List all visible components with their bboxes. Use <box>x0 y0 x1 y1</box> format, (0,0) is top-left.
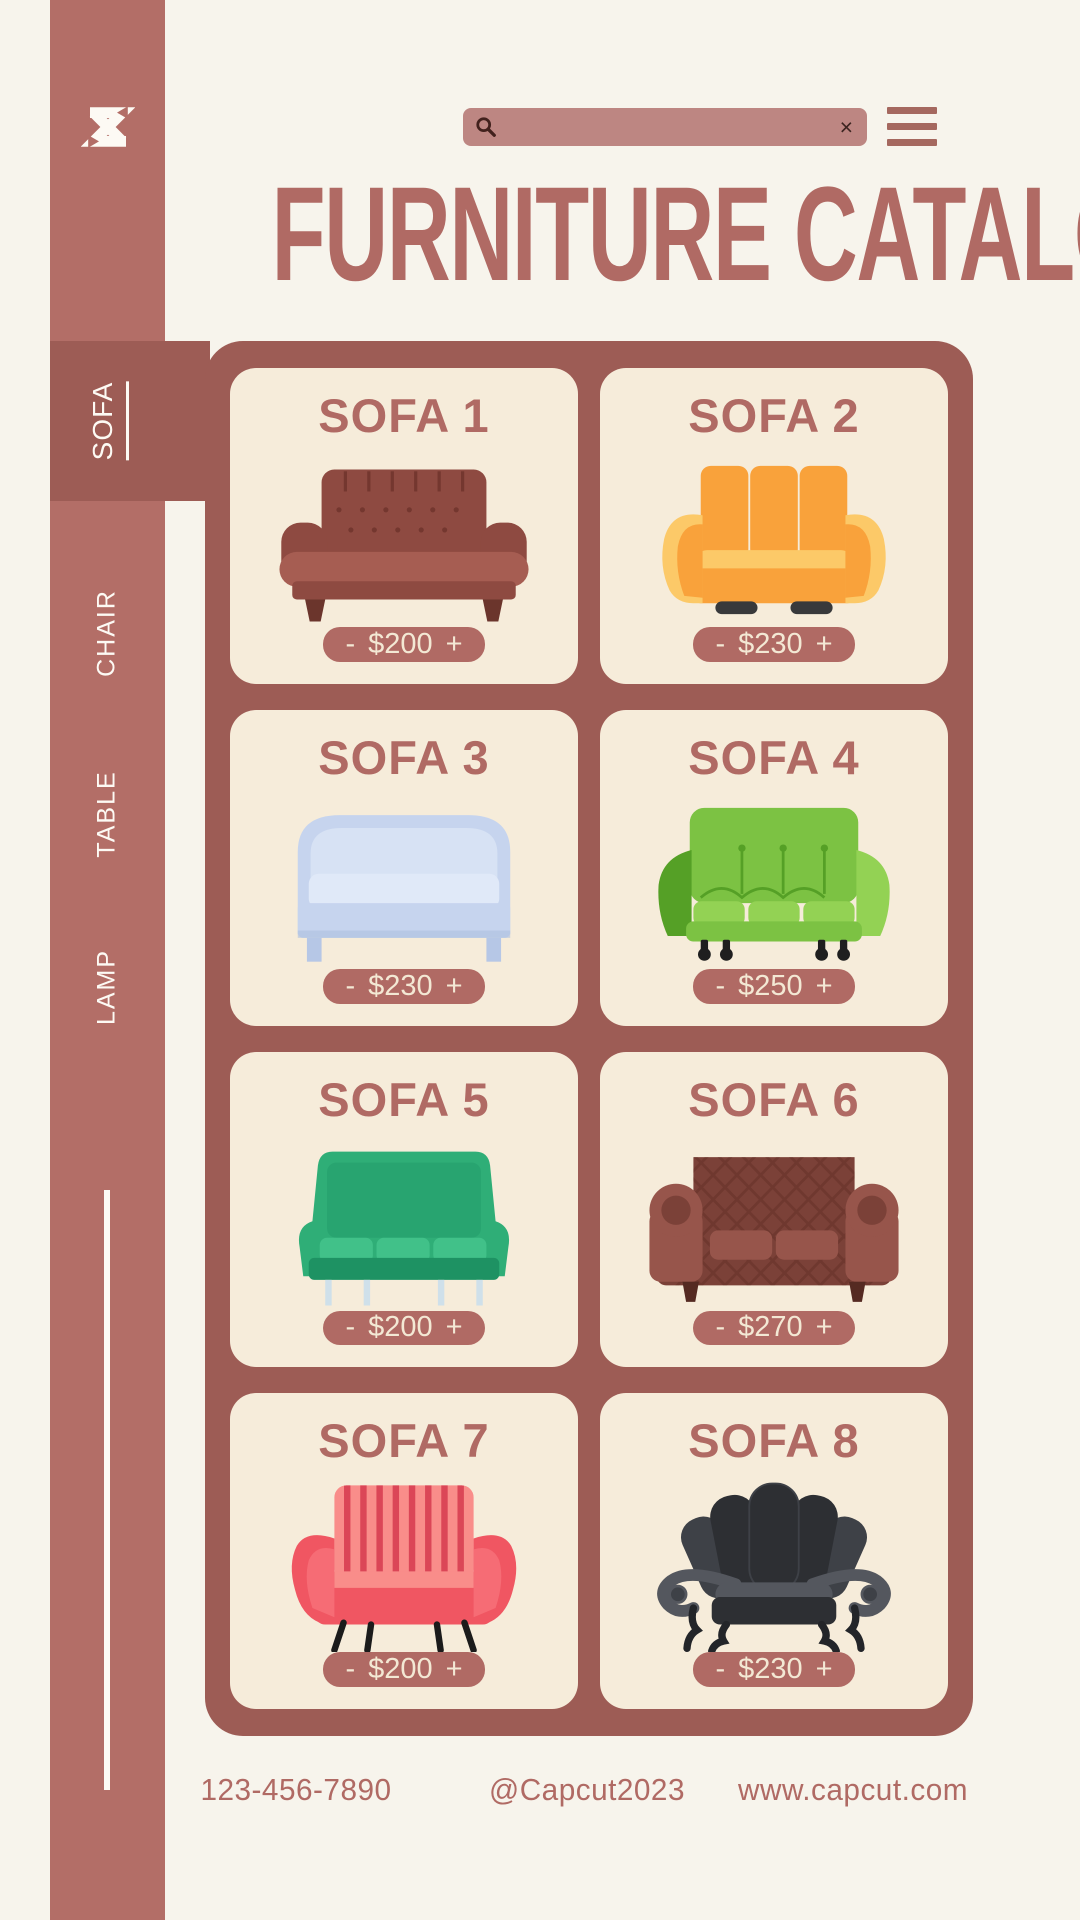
search-input[interactable] <box>505 108 830 146</box>
sofa-illustration <box>636 1478 912 1653</box>
price-value: $230 <box>738 627 803 660</box>
increase-price-button[interactable]: + <box>815 1311 833 1344</box>
product-name: SOFA 1 <box>318 389 490 442</box>
sofa-illustration <box>636 795 912 969</box>
price-stepper[interactable]: - $230 + <box>693 1652 855 1687</box>
sidebar-divider-line <box>104 1190 110 1790</box>
price-stepper[interactable]: - $270 + <box>693 1310 855 1346</box>
decrease-price-button[interactable]: - <box>345 1311 356 1344</box>
price-stepper[interactable]: - $250 + <box>693 968 855 1004</box>
product-name: SOFA 2 <box>688 389 860 442</box>
product-card[interactable]: SOFA 2 - $230 + <box>600 368 948 684</box>
product-card[interactable]: SOFA 8 - $230 + <box>600 1393 948 1709</box>
footer-website: www.capcut.com <box>738 1772 968 1807</box>
price-value: $230 <box>738 1653 803 1686</box>
footer-phone: 123-456-7890 <box>200 1772 392 1807</box>
product-card[interactable]: SOFA 6 <box>600 1051 948 1368</box>
page-title: FURNITURE CATALOG <box>271 160 1080 309</box>
sidebar-item-label: TABLE <box>92 770 121 858</box>
sofa-illustration <box>266 453 542 627</box>
decrease-price-button[interactable]: - <box>715 969 726 1002</box>
sofa-illustration <box>636 453 912 627</box>
price-value: $230 <box>368 969 433 1002</box>
product-card[interactable]: SOFA 1 - $200 + <box>230 368 578 684</box>
price-stepper[interactable]: - $230 + <box>323 968 485 1004</box>
decrease-price-button[interactable]: - <box>715 627 726 660</box>
sofa-illustration <box>636 1137 912 1311</box>
increase-price-button[interactable]: + <box>815 627 833 660</box>
footer-social-handle: @Capcut2023 <box>489 1772 685 1807</box>
decrease-price-button[interactable]: - <box>345 969 356 1002</box>
product-name: SOFA 5 <box>318 1072 490 1126</box>
decrease-price-button[interactable]: - <box>715 1653 726 1686</box>
product-name: SOFA 8 <box>688 1414 860 1468</box>
search-clear-icon[interactable]: × <box>839 113 853 140</box>
decrease-price-button[interactable]: - <box>345 1653 356 1686</box>
increase-price-button[interactable]: + <box>815 1653 833 1686</box>
sidebar-item-label: LAMP <box>92 948 121 1026</box>
search-bar: × <box>463 108 867 146</box>
hamburger-bar <box>887 123 937 130</box>
hamburger-menu-button[interactable] <box>887 107 937 146</box>
decrease-price-button[interactable]: - <box>715 1311 726 1344</box>
increase-price-button[interactable]: + <box>445 1311 463 1344</box>
decrease-price-button[interactable]: - <box>345 627 356 660</box>
product-card[interactable]: SOFA 4 - $250 + <box>600 709 948 1026</box>
product-name: SOFA 4 <box>688 730 860 784</box>
price-stepper[interactable]: - $200 + <box>323 1652 485 1687</box>
sidebar-item-sofa[interactable]: SOFA <box>50 341 210 501</box>
product-name: SOFA 6 <box>688 1072 860 1126</box>
price-value: $250 <box>738 969 803 1002</box>
hamburger-bar <box>887 139 937 146</box>
increase-price-button[interactable]: + <box>445 1653 463 1686</box>
hamburger-bar <box>887 107 937 114</box>
product-card[interactable]: SOFA 5 - $200 + <box>230 1051 578 1368</box>
increase-price-button[interactable]: + <box>445 969 463 1002</box>
increase-price-button[interactable]: + <box>445 627 463 660</box>
price-value: $200 <box>368 1653 433 1686</box>
sofa-illustration <box>266 1478 542 1653</box>
price-stepper[interactable]: - $200 + <box>323 627 485 662</box>
product-card[interactable]: SOFA 3 - $230 + <box>230 709 578 1026</box>
sofa-illustration <box>266 1137 542 1311</box>
price-value: $200 <box>368 627 433 660</box>
price-value: $270 <box>738 1311 803 1344</box>
search-icon <box>475 116 497 138</box>
capcut-logo-icon <box>50 94 165 160</box>
sidebar-item-label: SOFA <box>87 381 129 461</box>
product-card[interactable]: SOFA 7 - $200 + <box>230 1393 578 1709</box>
price-stepper[interactable]: - $200 + <box>323 1310 485 1346</box>
sofa-illustration <box>266 795 542 969</box>
product-name: SOFA 3 <box>318 730 490 784</box>
price-value: $200 <box>368 1311 433 1344</box>
price-stepper[interactable]: - $230 + <box>693 627 855 662</box>
increase-price-button[interactable]: + <box>815 969 833 1002</box>
product-name: SOFA 7 <box>318 1414 490 1468</box>
catalog-container: SOFA 1 - $200 + SOFA 2 <box>205 341 973 1736</box>
sidebar-item-label: CHAIR <box>92 589 121 677</box>
